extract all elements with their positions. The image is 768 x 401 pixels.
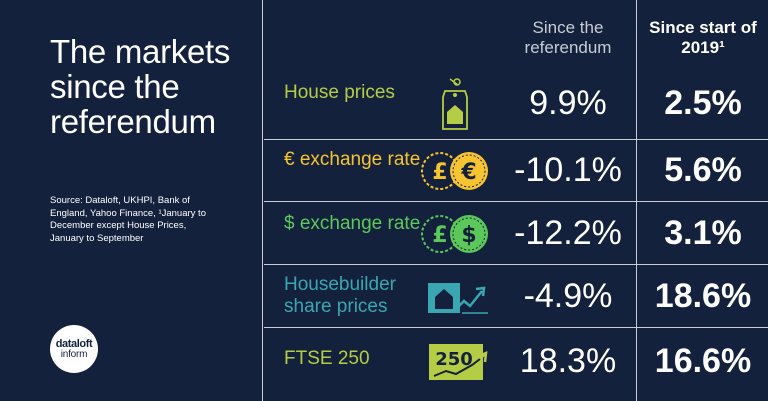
pound-dollar-coins-icon: £ $ <box>420 213 490 260</box>
value-since-referendum: -10.1% <box>514 151 622 189</box>
logo-line2: inform <box>60 348 88 360</box>
header-since-referendum: Since the referendum <box>524 18 612 57</box>
value-since-2019: 18.6% <box>654 277 752 315</box>
left-panel: The markets since the referendum Source:… <box>0 0 262 401</box>
row-label: FTSE 250 <box>284 348 370 369</box>
value-since-2019: 16.6% <box>654 342 752 380</box>
divider-right <box>636 0 637 401</box>
row-divider <box>264 327 768 328</box>
page-title: The markets since the referendum <box>50 33 231 140</box>
value-since-referendum: 18.3% <box>519 342 617 380</box>
svg-text:$: $ <box>461 223 476 248</box>
value-since-referendum: -12.2% <box>514 214 622 252</box>
svg-text:€: € <box>460 160 476 185</box>
row-euro-exchange: € exchange rate £ € -10.1% 5.6% <box>264 140 768 201</box>
row-divider <box>264 139 768 140</box>
row-divider <box>264 201 768 202</box>
svg-text:£: £ <box>432 223 447 248</box>
divider-left <box>262 0 263 401</box>
value-since-referendum: 9.9% <box>529 84 607 122</box>
value-since-2019: 5.6% <box>664 151 742 189</box>
row-label: House prices <box>284 82 395 103</box>
svg-text:£: £ <box>432 160 447 185</box>
value-since-referendum: -4.9% <box>523 277 613 315</box>
value-since-2019: 2.5% <box>664 84 742 122</box>
row-label: $ exchange rate <box>284 213 421 234</box>
row-house-prices: House prices 9.9% 2.5% <box>264 72 768 138</box>
source-note: Source: Dataloft, UKHPI, Bank of England… <box>50 195 206 244</box>
row-dollar-exchange: $ exchange rate £ $ -12.2% 3.1% <box>264 202 768 264</box>
header-since-2019: Since start of 2019¹ <box>649 18 757 57</box>
house-tag-icon <box>440 77 470 138</box>
row-housebuilder-shares: Housebuilder share prices -4.9% 18.6% <box>264 265 768 327</box>
row-label: Housebuilder share prices <box>284 274 396 317</box>
dataloft-logo: dataloft inform <box>50 325 98 373</box>
value-since-2019: 3.1% <box>664 214 742 252</box>
ftse-chart-icon: 250 <box>428 343 490 386</box>
pound-euro-coins-icon: £ € <box>420 150 490 197</box>
house-chart-icon <box>426 279 490 320</box>
row-label: € exchange rate <box>284 149 421 170</box>
ftse-icon-text: 250 <box>435 349 473 370</box>
logo-line1: dataloft <box>55 337 93 350</box>
row-ftse-250: FTSE 250 250 18.3% 16.6% <box>264 328 768 401</box>
row-divider <box>264 264 768 265</box>
